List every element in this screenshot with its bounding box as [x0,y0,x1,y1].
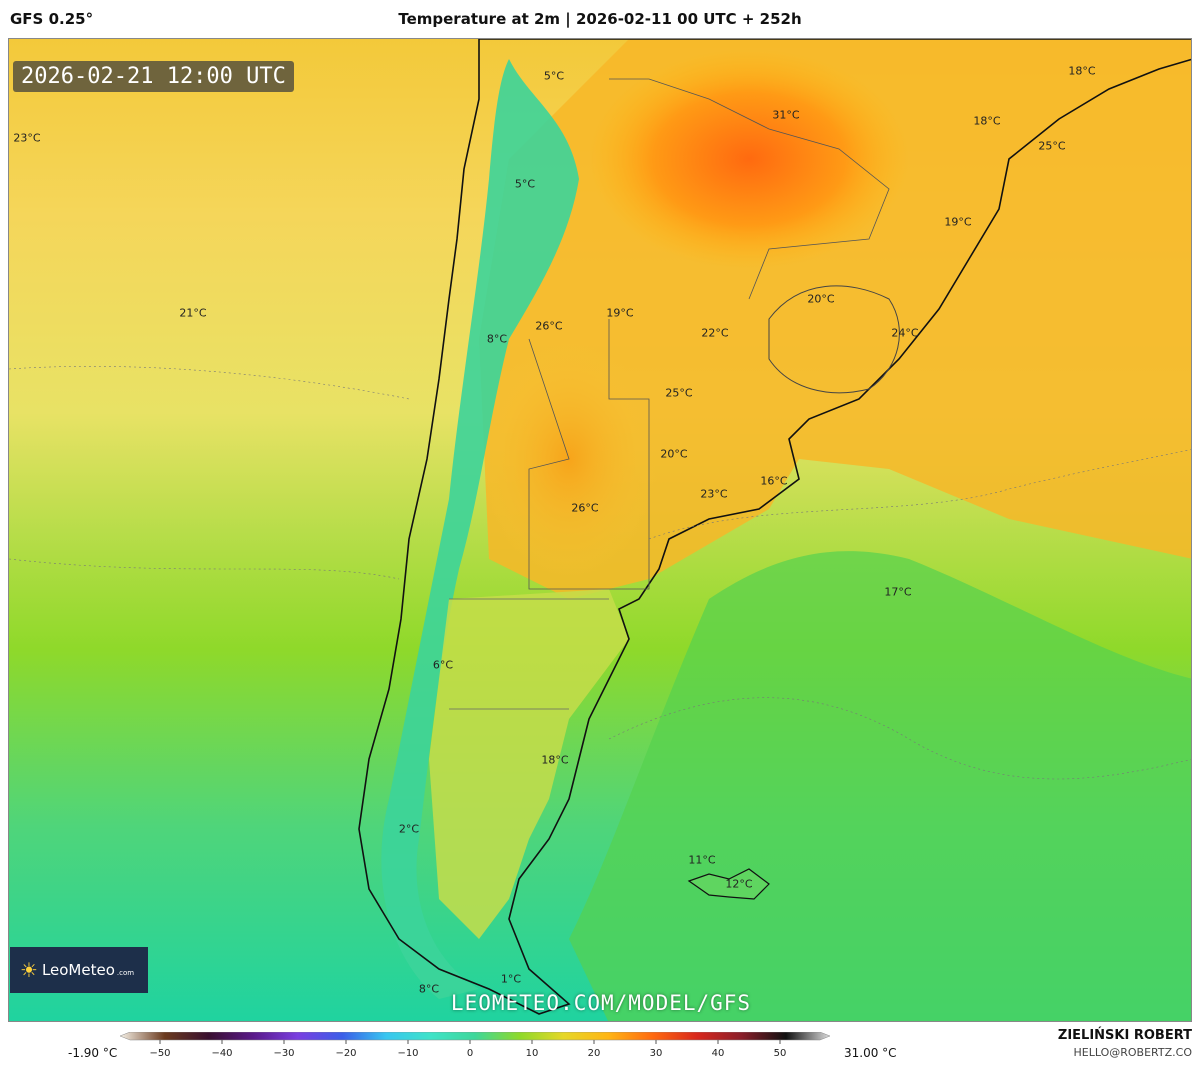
temperature-label: 16°C [760,474,788,488]
legend-tick-label: −30 [273,1048,294,1059]
legend-min-label: -1.90 °C [68,1046,118,1060]
temperature-label: 25°C [1038,139,1066,153]
temperature-label: 2°C [398,822,420,836]
valid-time-badge: 2026-02-21 12:00 UTC [13,61,294,92]
sun-icon: ☀ [20,958,38,982]
legend-colorbar: −50 −40 −30 −20 −10 0 10 20 30 40 50 [120,1032,831,1059]
temperature-label: 8°C [486,332,508,346]
model-name: GFS 0.25° [10,10,94,28]
falkland-islands [687,868,770,900]
temperature-label: 23°C [700,487,728,501]
temperature-label: 18°C [973,114,1001,128]
temperature-label: 21°C [179,306,207,320]
andes-cool-band [381,59,579,999]
author-name: ZIELIŃSKI ROBERT [1057,1028,1192,1043]
temperature-label: 19°C [944,215,972,229]
author-email[interactable]: HELLO@ROBERTZ.CO [1073,1046,1192,1059]
temperature-label: 23°C [13,131,41,145]
temperature-label: 11°C [688,853,716,867]
temperature-label: 31°C [772,108,800,122]
temperature-label: 8°C [418,982,440,996]
legend-tick-label: 10 [526,1048,539,1059]
isotherm-1 [9,366,410,400]
legend-tick-label: −10 [397,1048,418,1059]
uruguay-border [768,285,900,394]
hot-core [589,49,909,269]
temperature-label: 12°C [725,877,753,891]
country-borders [609,78,890,300]
temperature-label: 22°C [701,326,729,340]
province-borders [528,319,650,590]
logo-suffix: .com [116,969,135,977]
coastline [358,39,1191,1015]
logo-text: LeoMeteo [41,961,115,979]
temperature-field [9,39,1191,1021]
map-title: Temperature at 2m | 2026-02-11 00 UTC + … [398,10,802,28]
temperature-label: 17°C [884,585,912,599]
legend-tick-label: −20 [335,1048,356,1059]
temperature-label: 5°C [543,69,565,83]
temperature-label: 24°C [891,326,919,340]
legend-tick-label: 30 [650,1048,663,1059]
patagonia-borders [449,598,609,710]
color-legend: -1.90 °C −50 −40 −30 −20 −10 0 10 20 30 40 50 31.0… [0,1024,1200,1066]
temperature-label: 20°C [807,292,835,306]
temperature-label: 6°C [432,658,454,672]
temperature-label: 18°C [541,753,569,767]
legend-tick-label: 0 [467,1048,473,1059]
temperature-label: 20°C [660,447,688,461]
leometeo-logo[interactable]: ☀ LeoMeteo .com [10,947,148,993]
patagonia-land [429,589,629,939]
legend-tick-label: 20 [588,1048,601,1059]
temperature-label: 5°C [514,177,536,191]
south-atlantic-cool [569,551,1191,1021]
temperature-label: 19°C [606,306,634,320]
temperature-label: 18°C [1068,64,1096,78]
legend-tick-label: 50 [774,1048,787,1059]
watermark-url[interactable]: LEOMETEO.COM/MODEL/GFS [450,991,752,1015]
temperature-label: 26°C [535,319,563,333]
temperature-label: 1°C [500,972,522,986]
legend-tick-label: −50 [149,1048,170,1059]
temperature-label: 25°C [665,386,693,400]
legend-max-label: 31.00 °C [844,1046,897,1060]
temperature-map[interactable]: 5°C 31°C 18°C 23°C 18°C 25°C 5°C 19°C 20°C 21°C 26… [8,38,1192,1022]
temperature-label: 26°C [571,501,599,515]
legend-tick-label: −40 [211,1048,232,1059]
legend-tick-label: 40 [712,1048,725,1059]
